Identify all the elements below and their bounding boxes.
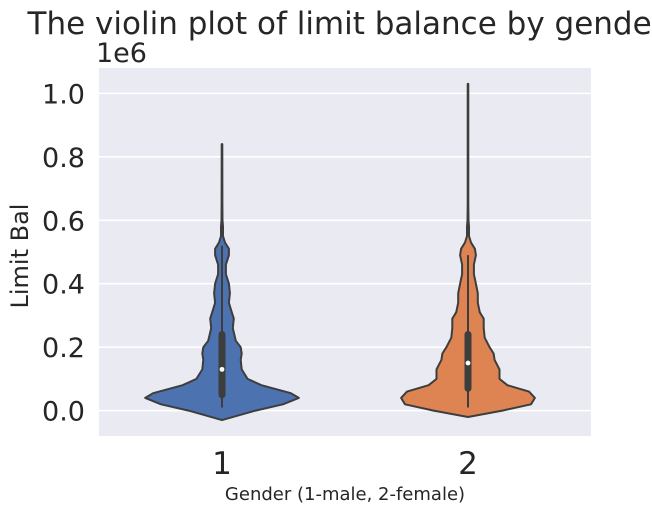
y-axis-multiplier: 1e6 bbox=[96, 38, 147, 69]
y-axis-label: Limit Bal bbox=[6, 204, 34, 309]
x-tick-label: 2 bbox=[458, 446, 478, 482]
chart-title: The violin plot of limit balance by gend… bbox=[27, 6, 652, 42]
y-tick-label: 0.2 bbox=[42, 333, 85, 364]
plot-area bbox=[99, 68, 591, 436]
y-tick-label: 0.6 bbox=[42, 206, 85, 237]
violins bbox=[144, 82, 536, 422]
y-tick-label: 1.0 bbox=[42, 79, 85, 110]
violin-1 bbox=[144, 143, 300, 422]
violin-median-marker bbox=[219, 366, 225, 372]
y-tick-label: 0.0 bbox=[42, 397, 85, 428]
violin-2 bbox=[400, 82, 536, 418]
grid-lines bbox=[99, 92, 591, 412]
y-tick-labels: 0.0 0.2 0.4 0.6 0.8 1.0 bbox=[42, 79, 85, 427]
x-axis-label: Gender (1-male, 2-female) bbox=[225, 484, 465, 505]
x-tick-label: 1 bbox=[212, 446, 232, 482]
violin-body bbox=[400, 82, 536, 418]
violin-median-marker bbox=[465, 360, 471, 366]
y-tick-label: 0.4 bbox=[42, 270, 85, 301]
y-tick-label: 0.8 bbox=[42, 143, 85, 174]
